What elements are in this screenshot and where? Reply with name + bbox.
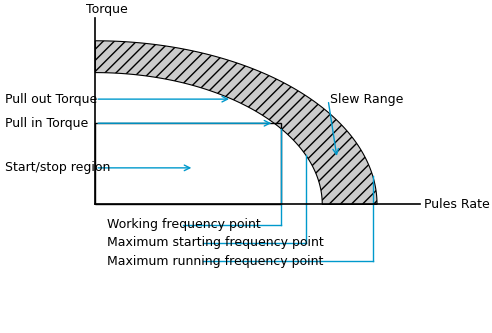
Text: Working frequency point: Working frequency point <box>107 218 261 231</box>
Text: Torque: Torque <box>86 3 128 16</box>
Text: Maximum starting frequency point: Maximum starting frequency point <box>107 236 324 249</box>
Text: Slew Range: Slew Range <box>330 93 403 106</box>
Text: Maximum running frequency point: Maximum running frequency point <box>107 255 323 268</box>
Polygon shape <box>95 41 377 204</box>
Bar <box>95 123 281 204</box>
Text: Pull in Torque: Pull in Torque <box>5 117 89 130</box>
Text: Start/stop region: Start/stop region <box>5 162 111 174</box>
Text: Pules Rate: Pules Rate <box>424 198 490 211</box>
Text: Pull out Torque: Pull out Torque <box>5 93 97 106</box>
